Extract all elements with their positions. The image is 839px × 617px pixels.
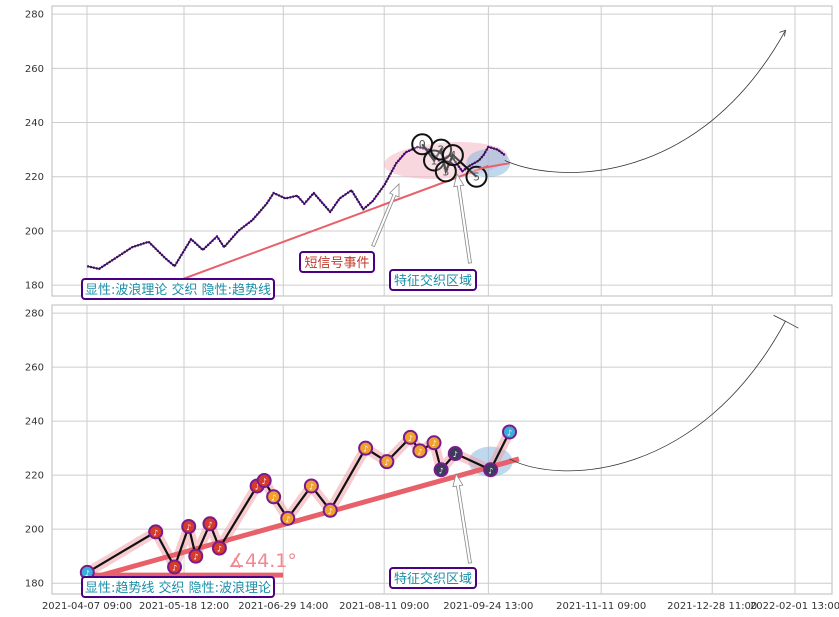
marker-glyph: ♪ (507, 428, 512, 437)
y-tick-label: 180 (25, 281, 44, 292)
marker-point (358, 440, 374, 456)
feature-arrow (453, 172, 472, 264)
wave-point-marker (430, 138, 453, 161)
signal-label-text: 短信号事件 (304, 256, 369, 271)
marker-point (412, 443, 428, 459)
zigzag-line (86, 431, 511, 574)
y-tick-label: 240 (25, 118, 44, 129)
forecast-curve (504, 30, 786, 173)
wave-point-label: 5 (473, 171, 480, 184)
signal-label-box (299, 251, 375, 273)
marker-glyph: ♪ (217, 545, 222, 554)
y-tick-label: 220 (25, 172, 44, 183)
marker-point (266, 489, 282, 505)
marker-point (433, 462, 449, 478)
wave-point-marker (465, 165, 488, 188)
wave-point-label: 3 (442, 165, 449, 178)
marker-glyph: ♪ (153, 528, 158, 537)
wave-point-label: 0 (419, 138, 426, 151)
wave-point-label: 1 (431, 154, 438, 167)
signal-arrow (371, 183, 400, 248)
y-tick-label: 280 (25, 10, 44, 21)
marker-point (211, 540, 227, 556)
y-tick-label: 260 (25, 363, 44, 374)
price-line (87, 145, 506, 271)
y-tick-label: 220 (25, 471, 44, 482)
marker-point (447, 446, 463, 462)
data-series: 012 34 5 ♪ ♪ ♪ ♪ ♪ ♪ ♪ ♪ ♪ ♪ ♪ ♪ ♪ ♪ ♪ ♪ ♪ ♪ ♪ ♪ ♪ ♪ (79, 29, 799, 582)
feature-label-text: 特征交织区域 (394, 571, 472, 587)
y-tick-label: 260 (25, 64, 44, 75)
marker-point (426, 435, 442, 451)
method-label-box (81, 576, 275, 598)
marker-point (256, 473, 272, 489)
y-tick-label: 200 (25, 525, 44, 536)
marker-glyph: ♪ (172, 563, 177, 572)
forecast-arrow (478, 162, 510, 170)
marker-glyph: ♪ (285, 515, 290, 524)
trend-line (86, 456, 520, 582)
x-tick-label: 2021-04-07 09:00 (42, 601, 132, 612)
wave-point-label: 4 (449, 149, 456, 162)
angle-label: ∡44.1° (228, 550, 297, 572)
marker-point (167, 559, 183, 575)
feature-label-box (389, 567, 477, 589)
method-label-box (81, 278, 275, 300)
y-tick-label: 200 (25, 226, 44, 237)
marker-point (483, 462, 499, 478)
marker-glyph: ♪ (439, 466, 444, 475)
forecast-arrowhead (773, 314, 799, 329)
marker-point (280, 510, 296, 526)
x-tick-label: 2021-12-28 11:00 (667, 601, 757, 612)
marker-glyph: ♪ (328, 507, 333, 516)
x-tick-label: 2022-02-01 13:00 (750, 601, 839, 612)
x-tick-label: 2021-09-24 13:00 (443, 601, 533, 612)
marker-glyph: ♪ (408, 434, 413, 443)
marker-glyph: ♪ (431, 439, 436, 448)
x-tick-label: 2021-06-29 14:00 (238, 601, 328, 612)
marker-point (379, 454, 395, 470)
feature-arrow (452, 472, 472, 564)
marker-glyph: ♪ (453, 450, 458, 459)
x-tick-label: 2021-08-11 09:00 (339, 601, 429, 612)
marker-glyph: ♪ (363, 445, 368, 454)
forecast-arrowhead (779, 29, 786, 37)
marker-glyph: ♪ (384, 458, 389, 467)
marker-glyph: ♪ (271, 493, 276, 502)
method-label-text: 显性:波浪理论 交织 隐性:趋势线 (85, 282, 271, 298)
forecast-curve (509, 321, 786, 472)
marker-point (402, 429, 418, 445)
feature-label-text: 特征交织区域 (394, 273, 472, 289)
trend-line (169, 164, 489, 285)
axis-ticks: 1802002202402602801802002202402602802021… (25, 10, 839, 612)
marker-glyph: ♪ (488, 466, 493, 475)
marker-glyph: ♪ (309, 482, 314, 491)
y-tick-label: 180 (25, 579, 44, 590)
y-tick-label: 280 (25, 309, 44, 320)
marker-point (322, 502, 338, 518)
marker-point (303, 478, 319, 494)
feature-label-box (389, 269, 477, 291)
marker-glyph: ♪ (207, 520, 212, 529)
method-label-text: 显性:趋势线 交织 隐性:波浪理论 (85, 580, 271, 596)
marker-glyph: ♪ (417, 447, 422, 456)
wave-point-label: 2 (438, 144, 445, 157)
marker-glyph: ♪ (186, 523, 191, 532)
marker-point (188, 548, 204, 564)
marker-point (502, 424, 518, 440)
wave-point-marker (441, 144, 464, 167)
x-tick-label: 2021-11-11 09:00 (556, 601, 646, 612)
marker-point (202, 516, 218, 532)
x-tick-label: 2021-05-18 12:00 (139, 601, 229, 612)
marker-glyph: ♪ (255, 482, 260, 491)
marker-glyph: ♪ (85, 569, 90, 578)
marker-point (181, 518, 197, 534)
marker-glyph: ♪ (262, 477, 267, 486)
marker-point (148, 524, 164, 540)
y-tick-label: 240 (25, 417, 44, 428)
marker-glyph: ♪ (193, 553, 198, 562)
